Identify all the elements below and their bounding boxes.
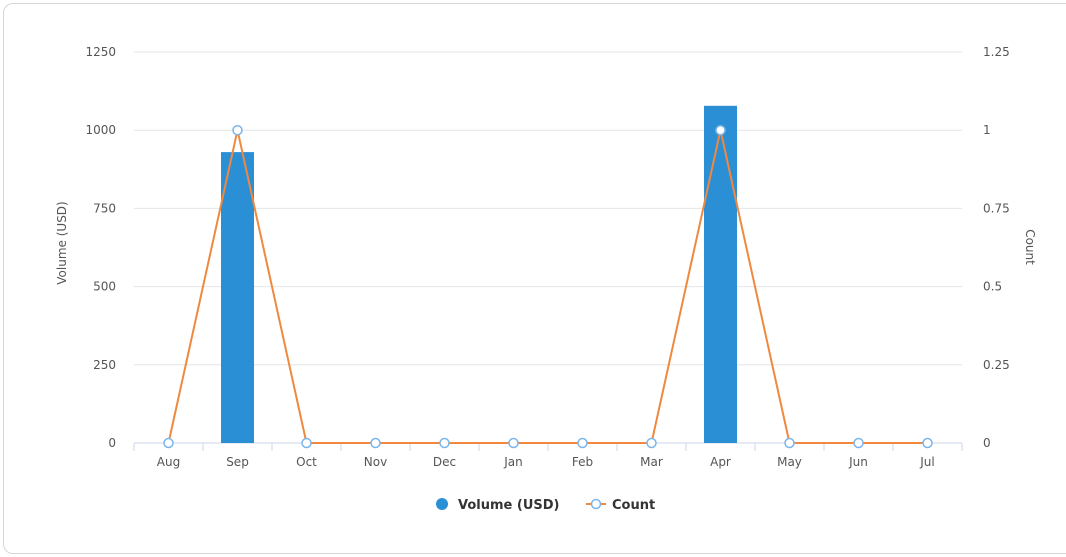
- count-point: [371, 439, 380, 448]
- right-axis-ticks: 0 0.25 0.5 0.75 1 1.25: [983, 45, 1010, 450]
- x-tick-label: Aug: [157, 455, 180, 469]
- count-point: [785, 439, 794, 448]
- y-tick-label: 250: [93, 358, 116, 372]
- y2-tick-label: 0.5: [983, 280, 1002, 294]
- volume-bar: [221, 152, 254, 443]
- legend-count-label: Count: [612, 498, 655, 513]
- x-tick-label: Jul: [919, 455, 934, 469]
- legend-volume-marker: [436, 498, 448, 510]
- y-tick-label: 750: [93, 201, 116, 215]
- x-tick-label: Jan: [503, 455, 523, 469]
- x-tick-label: Mar: [640, 455, 663, 469]
- y-tick-label: 1000: [85, 123, 116, 137]
- x-tick-label: Nov: [364, 455, 387, 469]
- count-point: [923, 439, 932, 448]
- y-tick-label: 1250: [85, 45, 116, 59]
- y-tick-label: 0: [108, 436, 116, 450]
- count-point: [647, 439, 656, 448]
- x-axis-ticks: Aug Sep Oct Nov Dec Jan Feb Mar Apr May Jun Jul: [134, 443, 962, 469]
- volume-bar: [704, 106, 737, 443]
- y-axis-title: Volume (USD): [55, 201, 69, 284]
- volume-bars: [221, 106, 737, 443]
- legend: Volume (USD) Count: [436, 498, 655, 513]
- count-point: [509, 439, 518, 448]
- y2-tick-label: 0.25: [983, 358, 1010, 372]
- count-point: [440, 439, 449, 448]
- count-point: [233, 126, 242, 135]
- legend-count-marker: [592, 500, 601, 509]
- y-tick-label: 500: [93, 280, 116, 294]
- legend-volume-label: Volume (USD): [458, 498, 559, 513]
- count-point: [854, 439, 863, 448]
- y2-tick-label: 0: [983, 436, 991, 450]
- x-tick-label: Feb: [572, 455, 593, 469]
- legend-item-count[interactable]: Count: [586, 498, 655, 513]
- x-tick-label: Jun: [848, 455, 868, 469]
- y2-tick-label: 0.75: [983, 201, 1010, 215]
- x-tick-label: Sep: [226, 455, 249, 469]
- gridlines: [134, 52, 962, 443]
- y2-tick-label: 1.25: [983, 45, 1010, 59]
- left-axis-ticks: 0 250 500 750 1000 1250: [85, 45, 116, 450]
- y2-axis-title: Count: [1023, 229, 1037, 265]
- count-point: [578, 439, 587, 448]
- count-point: [302, 439, 311, 448]
- count-point: [164, 439, 173, 448]
- x-tick-label: May: [777, 455, 802, 469]
- x-tick-label: Dec: [433, 455, 456, 469]
- legend-item-volume[interactable]: Volume (USD): [436, 498, 559, 513]
- count-point: [716, 126, 725, 135]
- y2-tick-label: 1: [983, 123, 991, 137]
- x-tick-label: Oct: [296, 455, 317, 469]
- x-tick-label: Apr: [710, 455, 731, 469]
